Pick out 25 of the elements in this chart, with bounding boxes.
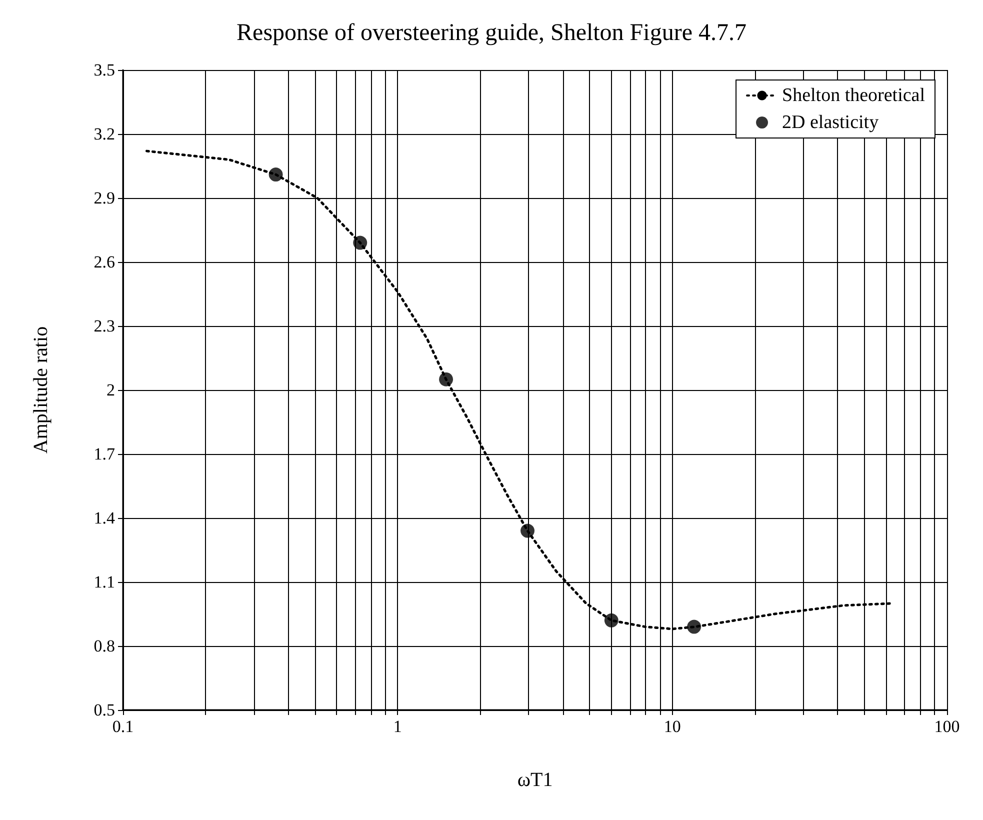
- x-axis-title: ωT1: [517, 769, 553, 791]
- y-tick-label: 1.4: [94, 508, 116, 528]
- y-tick-label: 2.6: [94, 252, 115, 272]
- x-tick-label: 0.1: [112, 717, 134, 736]
- y-axis-title: Amplitude ratio: [30, 326, 52, 454]
- y-tick-label: 0.8: [94, 636, 115, 656]
- y-tick-label: 2.9: [94, 188, 115, 208]
- x-tick-label: 10: [664, 717, 681, 736]
- y-tick-label: 2: [106, 380, 115, 400]
- y-tick-label: 3.2: [94, 124, 115, 144]
- legend-label: Shelton theoretical: [782, 85, 925, 106]
- x-tick-label: 100: [934, 717, 960, 736]
- legend-label: 2D elasticity: [782, 112, 880, 133]
- x-tick-label: 1: [393, 717, 402, 736]
- point: [520, 524, 535, 538]
- y-tick-label: 3.5: [94, 60, 115, 80]
- y-tick-label: 2.3: [94, 316, 115, 336]
- point: [268, 168, 283, 182]
- chart-title: Response of oversteering guide, Shelton Figure 4.7.7: [236, 20, 746, 46]
- y-tick-label: 0.5: [94, 700, 115, 720]
- point: [687, 620, 702, 634]
- point: [604, 613, 618, 628]
- y-tick-label: 1.1: [94, 572, 115, 592]
- y-tick-label: 1.7: [94, 444, 116, 464]
- point: [353, 236, 368, 250]
